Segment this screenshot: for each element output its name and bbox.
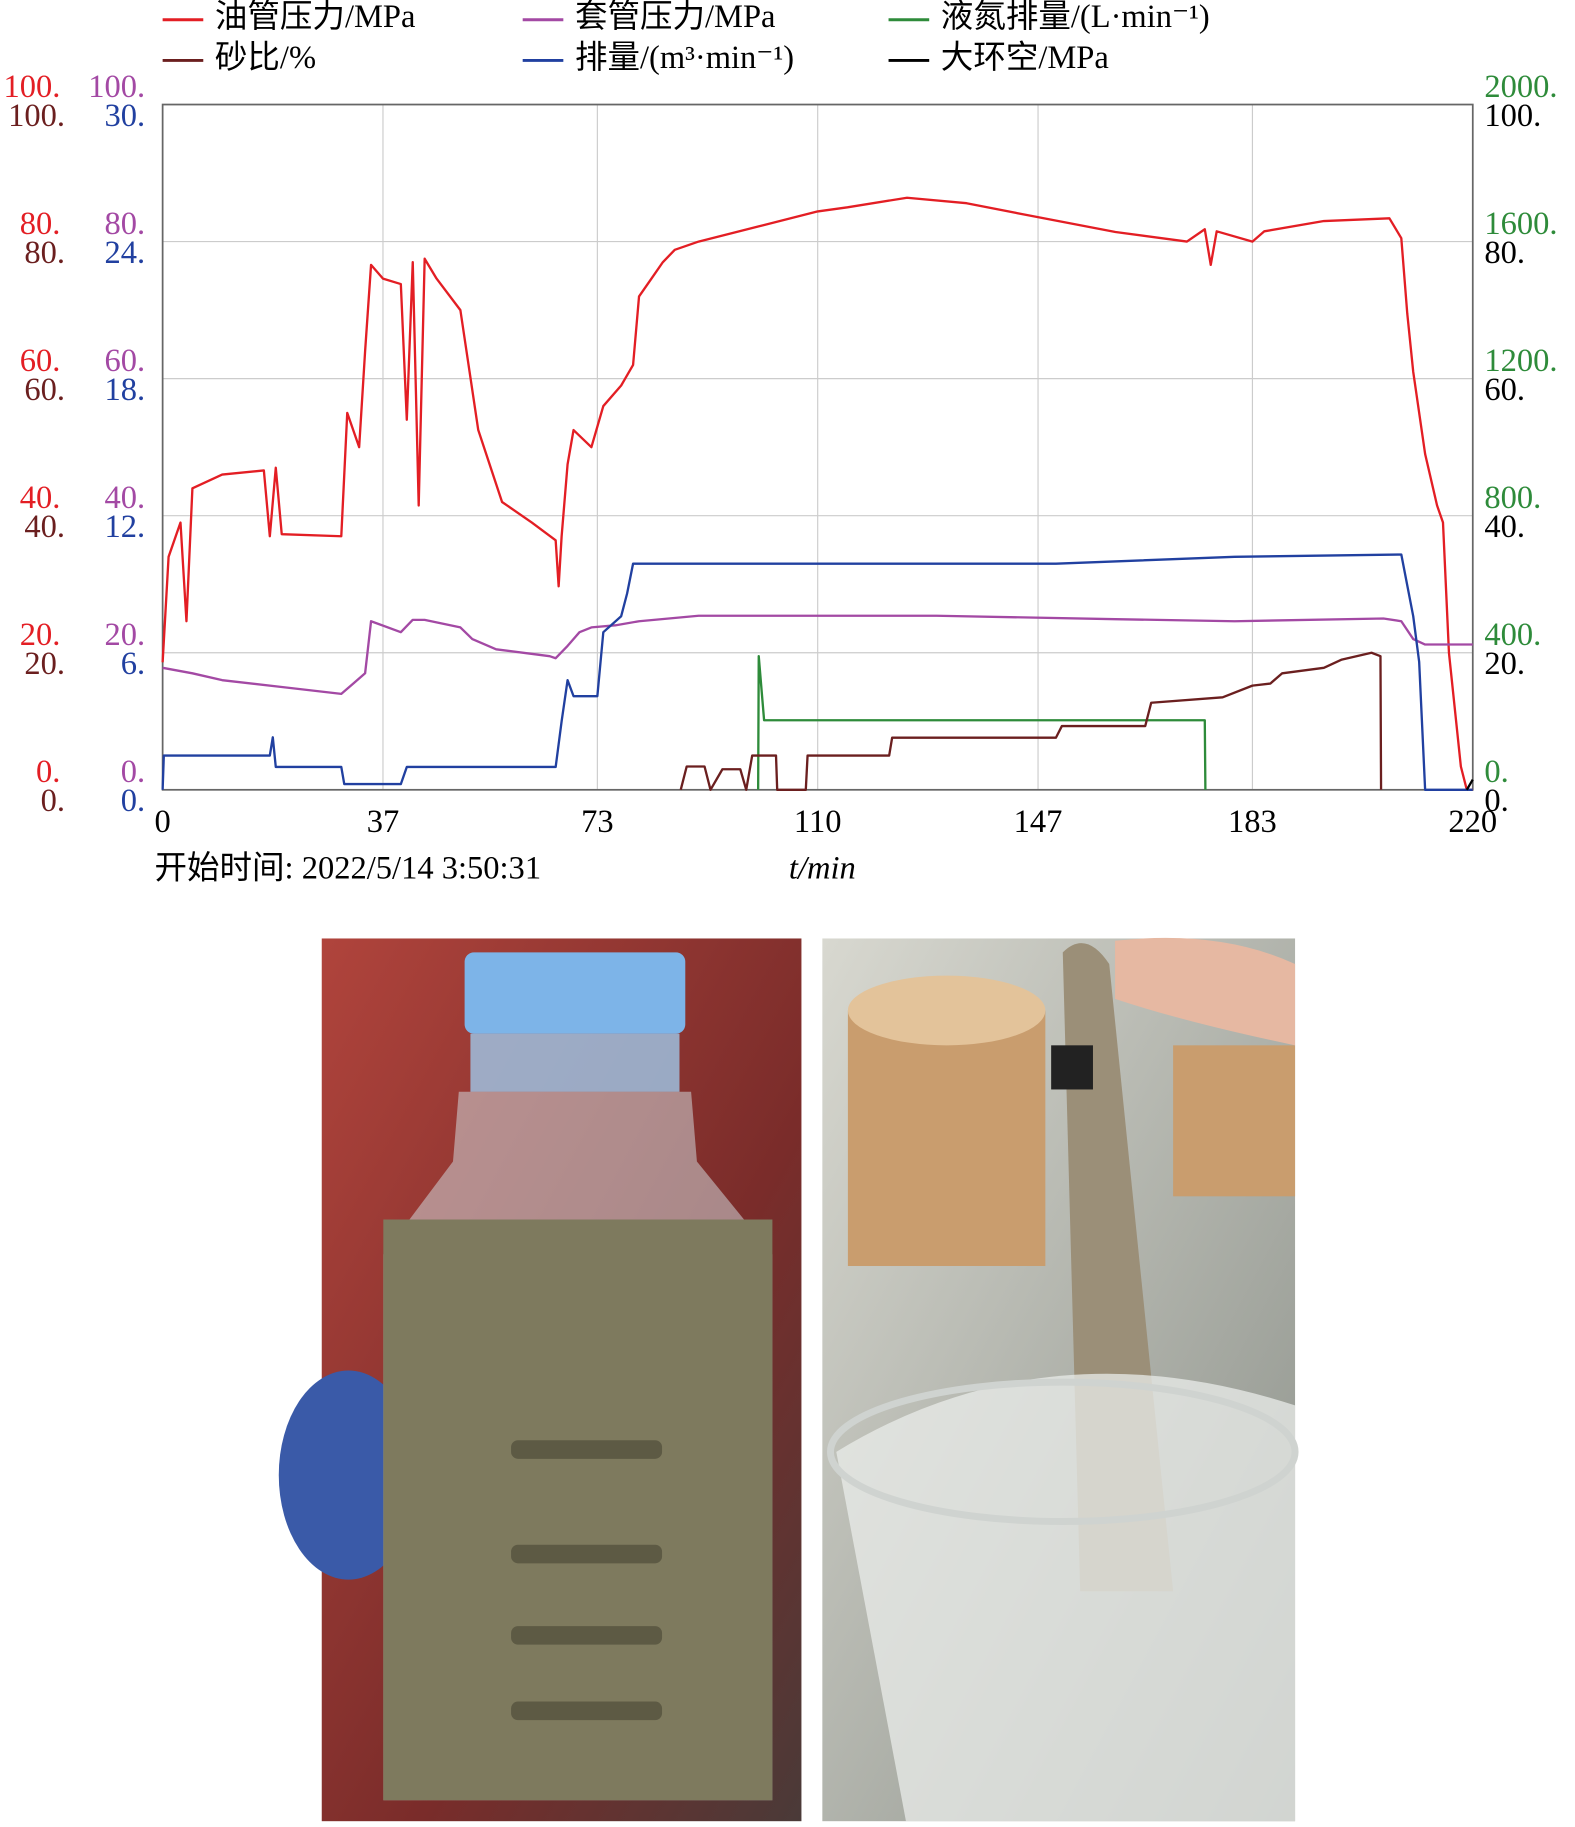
photo-pouring (822, 937, 1299, 1822)
y-tick-label: 24. (105, 235, 146, 271)
legend-label: 大环空/MPa (941, 39, 1109, 76)
x-tick-label: 0 (154, 804, 170, 840)
y-tick-label: 2000. (1484, 69, 1557, 105)
y-tick-label: 40. (24, 509, 65, 545)
x-tick-label: 220 (1448, 804, 1497, 840)
y-tick-label: 100. (8, 98, 65, 134)
y-tick-label: 1600. (1484, 206, 1557, 242)
x-tick-label: 147 (1014, 804, 1063, 840)
y-tick-label: 0. (36, 754, 60, 790)
y-tick-label: 20. (1484, 646, 1525, 682)
legend-label: 油管压力/MPa (215, 0, 416, 35)
legend-label: 液氮排量/(L·min⁻¹) (941, 0, 1210, 35)
y-tick-label: 100. (88, 69, 145, 105)
series-line (679, 651, 1383, 791)
y-tick-label: 40. (1484, 509, 1525, 545)
y-tick-label: 0. (41, 783, 65, 819)
legend-label: 排量/(m³·min⁻¹) (575, 39, 794, 76)
x-axis-label: t/min (789, 851, 856, 887)
y-tick-label: 1200. (1484, 343, 1557, 379)
y-tick-label: 0. (1484, 783, 1508, 819)
y-tick-label: 80. (105, 206, 146, 242)
y-tick-label: 40. (105, 480, 146, 516)
y-tick-label: 18. (105, 372, 146, 408)
annotation: 开始时间: 2022/5/14 3:50:31 (154, 850, 541, 887)
series-line (161, 196, 1473, 791)
x-tick-label: 37 (367, 804, 400, 840)
y-tick-label: 20. (20, 617, 61, 653)
y-tick-label: 80. (1484, 235, 1525, 271)
legend-label: 砂比/% (215, 39, 316, 76)
photo-bottle (278, 938, 802, 1822)
y-tick-label: 80. (20, 206, 61, 242)
y-tick-label: 60. (24, 372, 65, 408)
series-line (1465, 778, 1474, 791)
y-tick-label: 60. (1484, 372, 1525, 408)
series-line (161, 553, 1473, 791)
series-line (756, 655, 1207, 790)
y-tick-label: 100. (1484, 98, 1541, 134)
y-tick-label: 80. (24, 235, 65, 271)
x-tick-label: 73 (581, 804, 614, 840)
y-tick-label: 100. (4, 69, 61, 105)
y-tick-label: 6. (121, 646, 145, 682)
y-tick-label: 20. (105, 617, 146, 653)
y-tick-label: 400. (1484, 617, 1541, 653)
y-tick-label: 30. (105, 98, 146, 134)
y-tick-label: 60. (105, 343, 146, 379)
y-tick-label: 800. (1484, 480, 1541, 516)
y-tick-label: 0. (121, 783, 145, 819)
x-tick-label: 183 (1228, 804, 1277, 840)
y-tick-label: 0. (121, 754, 145, 790)
y-tick-label: 12. (105, 509, 146, 545)
series-line (162, 614, 1473, 696)
y-tick-label: 60. (20, 343, 61, 379)
y-tick-label: 0. (1484, 754, 1508, 790)
y-tick-label: 20. (24, 646, 65, 682)
legend-label: 套管压力/MPa (575, 0, 776, 35)
y-tick-label: 40. (20, 480, 61, 516)
plot-frame (161, 103, 1474, 791)
x-tick-label: 110 (794, 804, 842, 840)
